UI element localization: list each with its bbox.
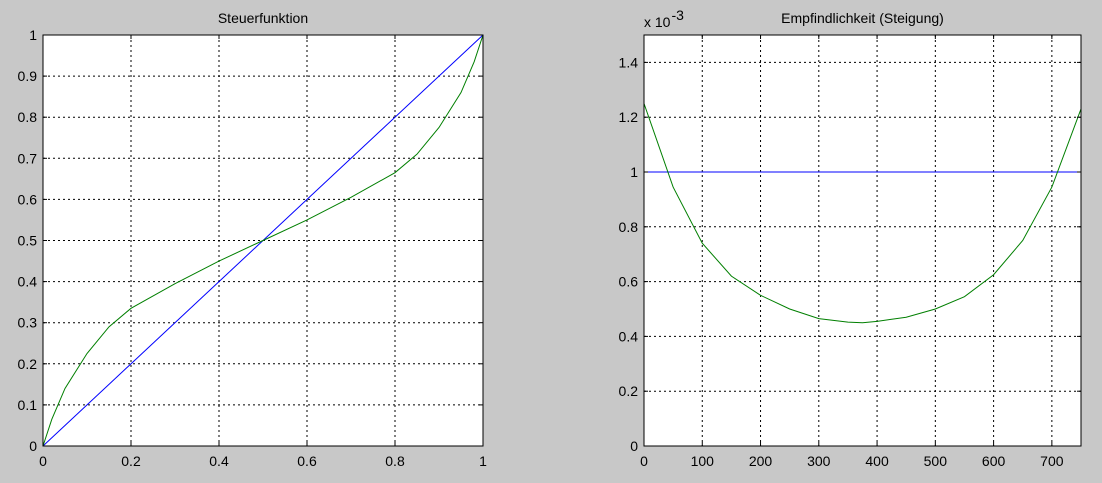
chart-1-series-green-line xyxy=(42,34,484,447)
chart-1-title: Steuerfunktion xyxy=(218,10,308,26)
chart-2-y-tick-label: 0 xyxy=(630,438,638,454)
chart-1-x-tick-label: 1 xyxy=(479,453,487,469)
chart-2-series-green-line xyxy=(643,103,1082,324)
chart-1: 0 0.2 0.4 0.6 0.8 1 0 0.1 0.2 0.3 0.4 0.5 0.6 0.7 0.8 0… xyxy=(18,10,488,469)
chart-2-x-tick-label: 600 xyxy=(982,453,1006,469)
chart-1-y-tick-label: 0.1 xyxy=(18,397,38,413)
chart-2-x-tick-label: 700 xyxy=(1040,453,1064,469)
chart-1-y-tick-label: 0.9 xyxy=(18,68,38,84)
chart-2-y-tick-label: 1 xyxy=(630,164,638,180)
chart-2-x-tick-label: 300 xyxy=(807,453,831,469)
chart-2-y-tick-label: 0.6 xyxy=(619,274,639,290)
chart-2: 0 100 200 300 400 500 600 700 0 0.2 0.4 0.6 0.8 1 1.2 1… xyxy=(619,7,1082,469)
chart-2-y-tick-label: 0.4 xyxy=(619,328,639,344)
chart-1-x-tick-label: 0 xyxy=(39,453,47,469)
chart-1-y-tick-label: 1 xyxy=(29,27,37,43)
chart-1-x-tick-label: 0.8 xyxy=(385,453,405,469)
chart-2-x-tick-label: 100 xyxy=(691,453,715,469)
chart-2-y-multiplier: x 10 xyxy=(644,14,671,30)
chart-1-y-tick-label: 0 xyxy=(29,438,37,454)
chart-2-y-tick-label: 1.4 xyxy=(619,54,639,70)
chart-1-y-tick-label: 0.4 xyxy=(18,274,38,290)
chart-1-y-tick-label: 0.8 xyxy=(18,109,38,125)
chart-1-x-tick-label: 0.4 xyxy=(209,453,229,469)
chart-2-x-tick-label: 500 xyxy=(924,453,948,469)
chart-1-y-tick-label: 0.6 xyxy=(18,191,38,207)
chart-2-plot-area xyxy=(644,35,1081,446)
chart-2-axes-box xyxy=(643,34,1082,447)
chart-2-x-tick-label: 400 xyxy=(865,453,889,469)
chart-1-y-tick-label: 0.2 xyxy=(18,356,38,372)
chart-1-x-tick-label: 0.6 xyxy=(297,453,317,469)
chart-1-y-tick-label: 0.5 xyxy=(18,233,38,249)
chart-2-title: Empfindlichkeit (Steigung) xyxy=(781,10,944,26)
chart-2-y-tick-label: 1.2 xyxy=(619,109,639,125)
chart-1-x-tick-label: 0.2 xyxy=(121,453,141,469)
chart-2-x-tick-label: 200 xyxy=(749,453,773,469)
chart-2-y-exponent: -3 xyxy=(671,7,684,23)
chart-2-y-tick-label: 0.8 xyxy=(619,219,639,235)
chart-1-y-tick-label: 0.3 xyxy=(18,315,38,331)
chart-2-x-tick-label: 0 xyxy=(640,453,648,469)
chart-2-y-tick-label: 0.2 xyxy=(619,383,639,399)
chart-1-y-tick-label: 0.7 xyxy=(18,150,38,166)
